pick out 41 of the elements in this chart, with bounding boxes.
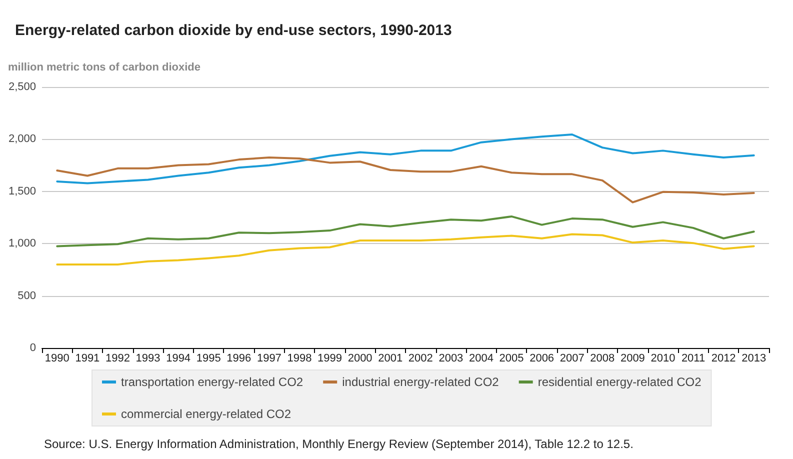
x-tick-label: 1993 bbox=[136, 352, 160, 364]
y-tick-label: 1,000 bbox=[8, 238, 36, 250]
x-tick-label: 1991 bbox=[75, 352, 100, 364]
x-tick-label: 2004 bbox=[468, 352, 494, 364]
x-tick-label: 2006 bbox=[530, 352, 554, 364]
x-tick-label: 2001 bbox=[378, 352, 403, 364]
x-tick-label: 2005 bbox=[499, 352, 524, 364]
y-tick-label: 0 bbox=[30, 342, 36, 354]
chart-title: Energy-related carbon dioxide by end-use sectors, 1990-2013 bbox=[15, 22, 452, 39]
x-tick-label: 2012 bbox=[711, 352, 736, 364]
legend-label: commercial energy-related CO2 bbox=[121, 407, 292, 421]
x-tick-label: 1995 bbox=[196, 352, 221, 364]
x-tick-label: 1992 bbox=[105, 352, 130, 364]
x-tick-label: 1997 bbox=[256, 352, 282, 364]
y-tick-label: 500 bbox=[18, 290, 36, 302]
x-tick-label: 1994 bbox=[166, 352, 191, 364]
x-tick-label: 1999 bbox=[318, 352, 342, 364]
line-series bbox=[56, 156, 755, 204]
x-tick-label: 1998 bbox=[287, 352, 312, 364]
line-series bbox=[56, 134, 755, 184]
source-note: Source: U.S. Energy Information Administration, Monthly Energy Review (September 2014), Table 12.2 to 12.5. bbox=[44, 437, 634, 451]
legend-label: residential energy-related CO2 bbox=[538, 375, 702, 389]
x-tick-label: 2000 bbox=[348, 352, 372, 364]
y-tick-label: 1,500 bbox=[8, 185, 36, 198]
legend-label: industrial energy-related CO2 bbox=[342, 375, 500, 389]
x-tick-label: 2010 bbox=[650, 352, 676, 364]
x-tick-label: 2003 bbox=[438, 352, 464, 364]
line-series bbox=[56, 233, 755, 266]
line-series bbox=[56, 215, 755, 248]
x-tick-label: 1996 bbox=[226, 352, 252, 364]
x-tick-label: 2007 bbox=[560, 352, 584, 364]
x-tick-label: 2009 bbox=[620, 352, 645, 364]
x-tick-label: 2002 bbox=[408, 352, 433, 364]
y-tick-label: 2,000 bbox=[8, 133, 36, 146]
x-tick-label: 1990 bbox=[44, 352, 70, 364]
y-tick-label: 2,500 bbox=[8, 81, 36, 93]
x-tick-label: 2011 bbox=[681, 352, 706, 364]
legend-label: transportation energy-related CO2 bbox=[121, 375, 304, 389]
x-tick-label: 2013 bbox=[742, 352, 766, 364]
y-axis-title: million metric tons of carbon dioxide bbox=[8, 62, 201, 74]
x-tick-label: 2008 bbox=[590, 352, 615, 364]
